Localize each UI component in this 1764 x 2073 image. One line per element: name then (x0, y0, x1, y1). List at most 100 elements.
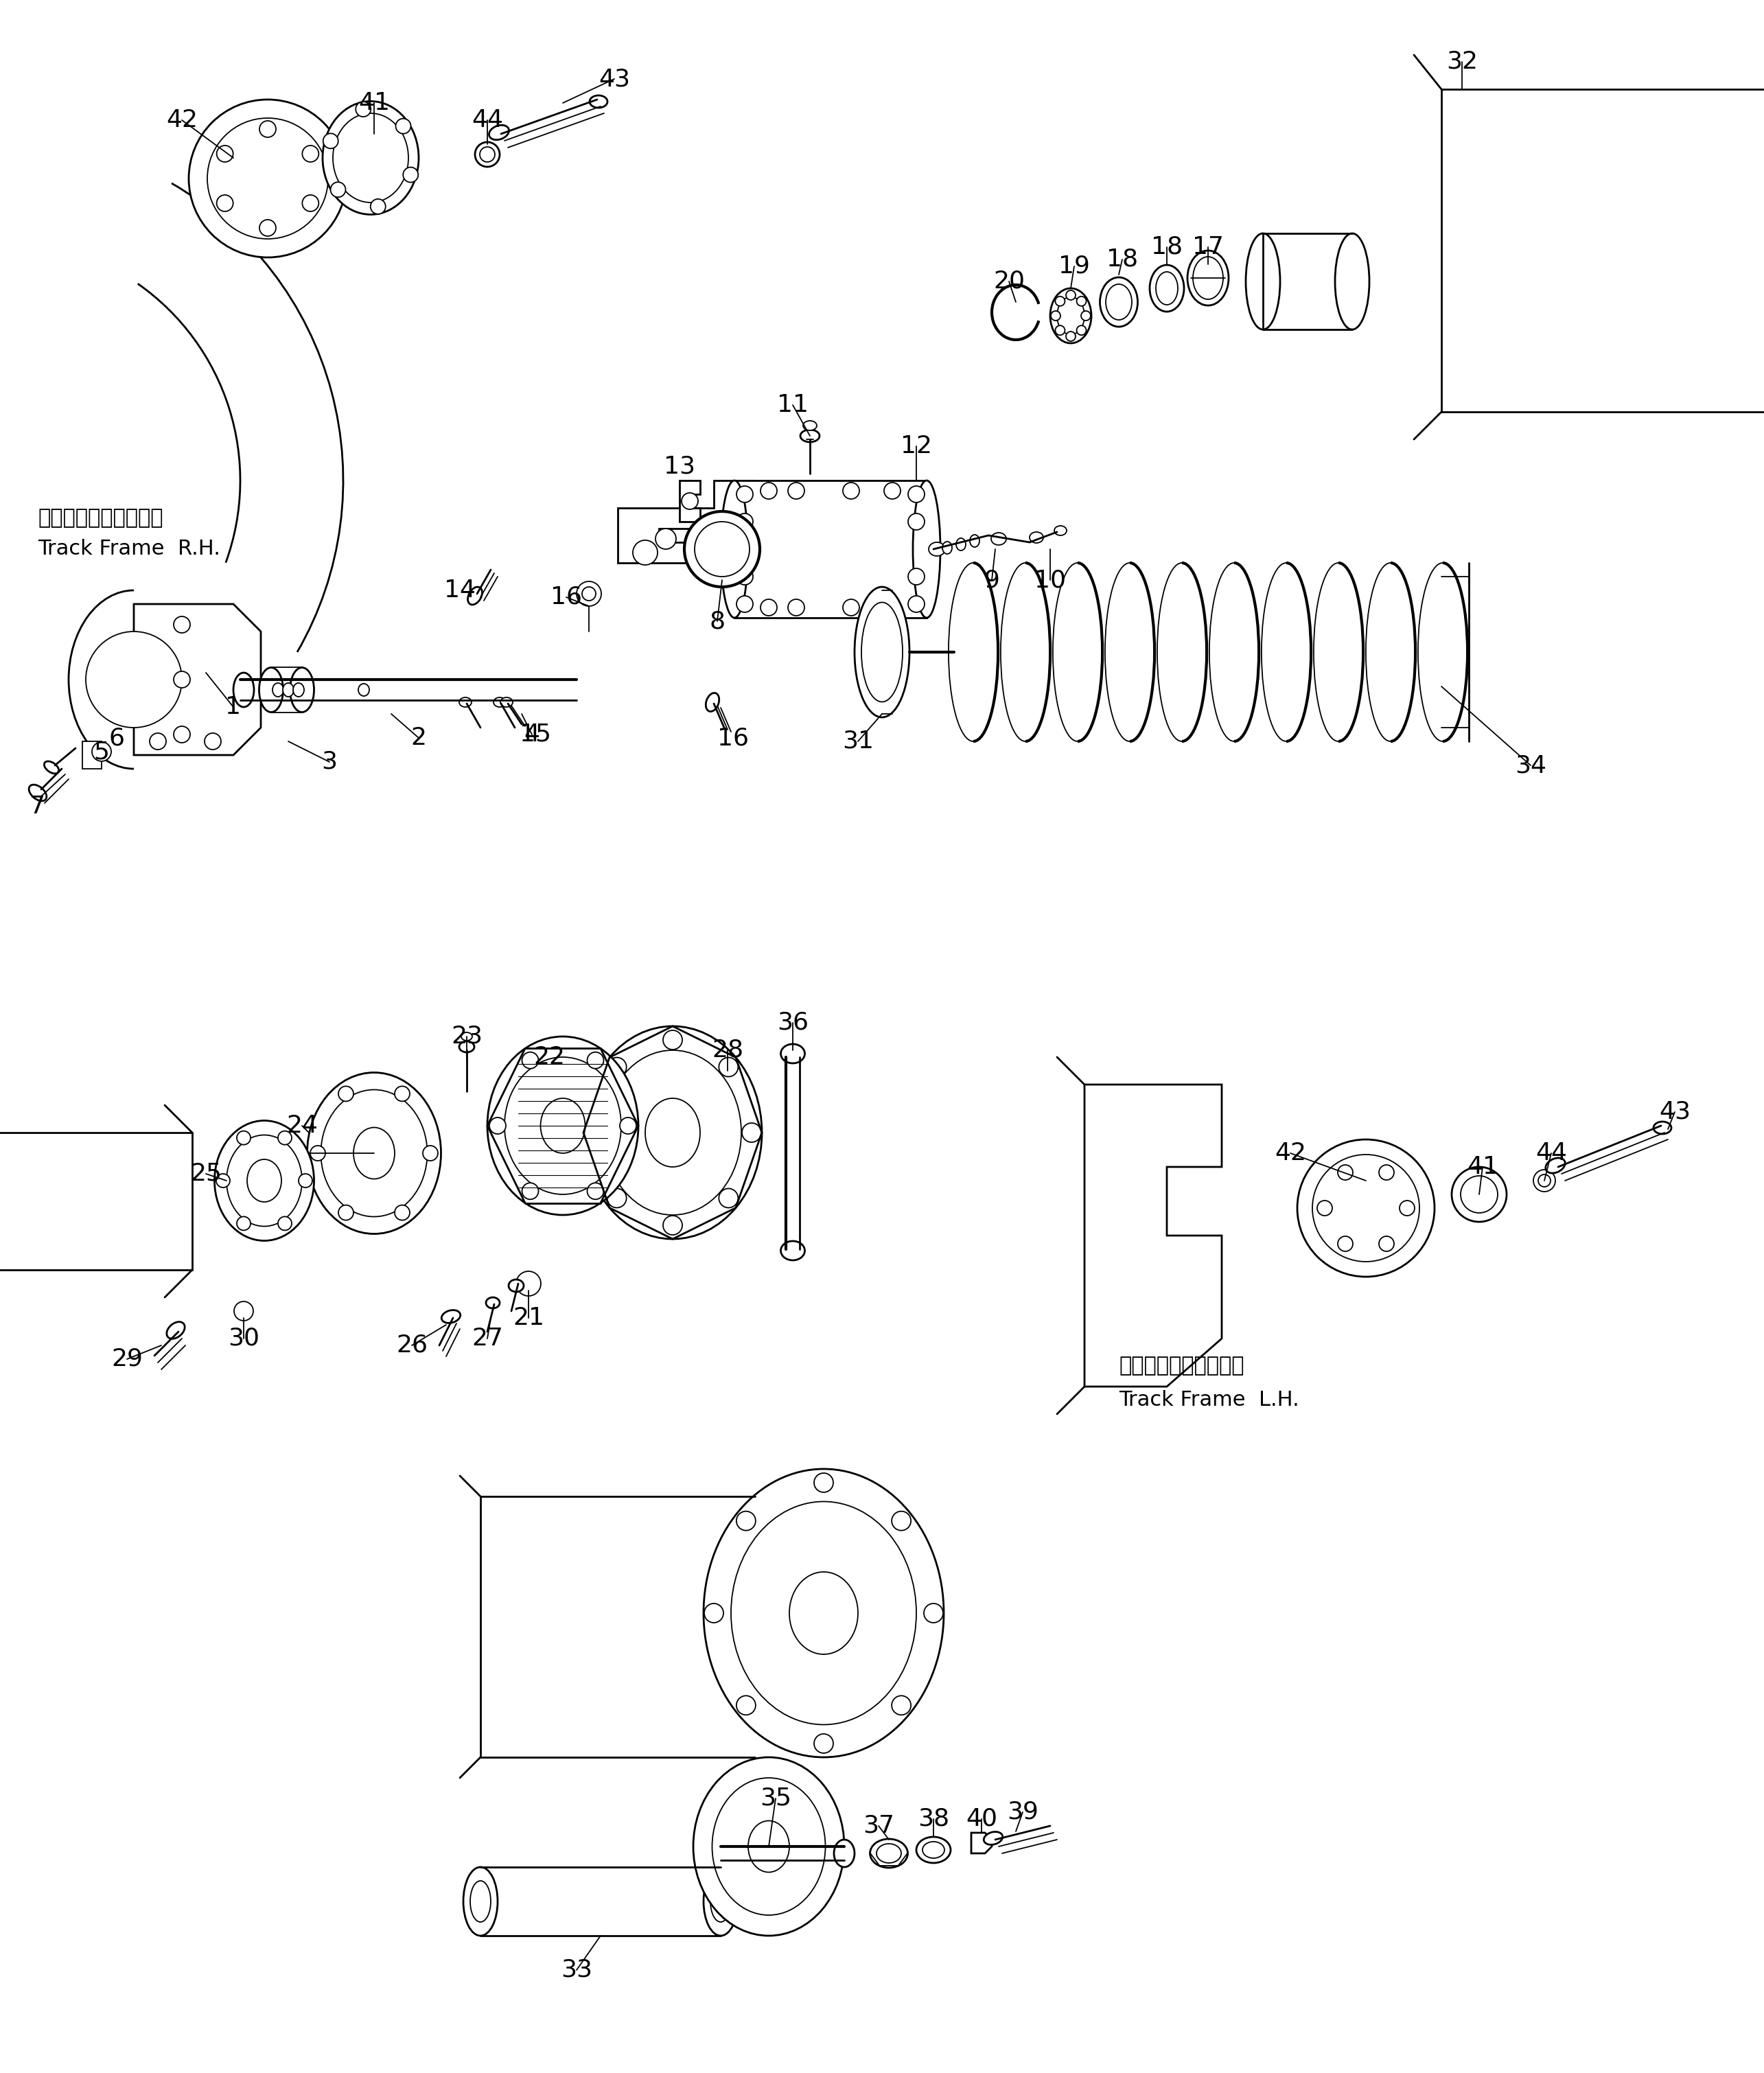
Text: 4: 4 (524, 723, 540, 746)
Bar (734, 481, 926, 618)
Circle shape (395, 1086, 409, 1101)
Text: 25: 25 (191, 1163, 222, 1186)
Ellipse shape (748, 1820, 789, 1872)
Circle shape (737, 595, 753, 612)
Text: 27: 27 (471, 1327, 503, 1350)
Ellipse shape (704, 1470, 944, 1758)
Circle shape (760, 483, 776, 500)
Text: 26: 26 (397, 1333, 427, 1358)
Circle shape (475, 143, 499, 166)
Circle shape (1337, 1236, 1353, 1252)
Circle shape (1055, 296, 1065, 307)
Text: 17: 17 (1192, 236, 1224, 259)
Ellipse shape (471, 1880, 490, 1922)
Text: 20: 20 (993, 269, 1025, 292)
Circle shape (908, 595, 924, 612)
Text: 1: 1 (226, 694, 242, 719)
Circle shape (1461, 1175, 1498, 1213)
Text: 16: 16 (718, 726, 750, 750)
Circle shape (789, 599, 804, 616)
Text: Track Frame  L.H.: Track Frame L.H. (1118, 1391, 1298, 1410)
Circle shape (1318, 1200, 1332, 1215)
Circle shape (1055, 325, 1065, 336)
Ellipse shape (494, 697, 506, 707)
Ellipse shape (459, 697, 471, 707)
Circle shape (339, 1204, 353, 1221)
Circle shape (619, 1117, 637, 1134)
Circle shape (480, 147, 496, 162)
Circle shape (587, 1184, 603, 1200)
Circle shape (298, 1173, 312, 1188)
Ellipse shape (1545, 1159, 1565, 1173)
Circle shape (681, 493, 699, 510)
Ellipse shape (28, 786, 46, 800)
Ellipse shape (1150, 265, 1184, 311)
Text: 14: 14 (445, 578, 476, 601)
Circle shape (884, 483, 901, 500)
Circle shape (517, 1271, 542, 1296)
Text: トラックフレーム　左: トラックフレーム 左 (1118, 1356, 1244, 1376)
Ellipse shape (923, 1841, 944, 1857)
Circle shape (587, 1053, 603, 1068)
Circle shape (584, 1124, 603, 1142)
Ellipse shape (589, 95, 607, 108)
Ellipse shape (1155, 272, 1178, 305)
Text: 18: 18 (1106, 249, 1138, 272)
Circle shape (279, 1132, 291, 1144)
Ellipse shape (166, 1323, 185, 1339)
Text: 10: 10 (1034, 568, 1065, 591)
Ellipse shape (1106, 284, 1132, 319)
Ellipse shape (928, 543, 946, 556)
Circle shape (404, 168, 418, 182)
Ellipse shape (215, 1121, 314, 1242)
Text: 11: 11 (776, 394, 808, 417)
Circle shape (1533, 1169, 1556, 1192)
Ellipse shape (487, 1036, 639, 1215)
Ellipse shape (1192, 257, 1222, 299)
Ellipse shape (1050, 288, 1092, 344)
Circle shape (884, 599, 901, 616)
Text: 35: 35 (760, 1787, 792, 1810)
Ellipse shape (730, 1501, 916, 1725)
Ellipse shape (508, 1279, 524, 1291)
Ellipse shape (704, 1868, 737, 1936)
Circle shape (656, 529, 676, 549)
Circle shape (813, 1733, 833, 1754)
Circle shape (1312, 1155, 1420, 1262)
Circle shape (173, 616, 191, 632)
Circle shape (356, 102, 370, 116)
Circle shape (1399, 1200, 1415, 1215)
Circle shape (582, 587, 596, 601)
Ellipse shape (801, 429, 820, 442)
Polygon shape (1085, 1084, 1222, 1387)
Circle shape (843, 599, 859, 616)
Circle shape (189, 100, 346, 257)
Polygon shape (679, 481, 700, 522)
Ellipse shape (781, 1242, 804, 1260)
Ellipse shape (501, 697, 513, 707)
Text: 30: 30 (228, 1327, 259, 1350)
Polygon shape (617, 481, 755, 564)
Ellipse shape (834, 1839, 854, 1868)
Text: 19: 19 (1058, 255, 1090, 278)
Circle shape (736, 1511, 755, 1530)
Text: 8: 8 (709, 609, 725, 632)
Text: 5: 5 (93, 740, 109, 763)
Text: 21: 21 (513, 1306, 545, 1329)
Ellipse shape (603, 1051, 741, 1215)
Circle shape (908, 485, 924, 502)
Circle shape (737, 485, 753, 502)
Circle shape (908, 568, 924, 585)
Circle shape (1051, 311, 1060, 321)
Circle shape (737, 514, 753, 531)
Circle shape (1538, 1175, 1551, 1188)
Circle shape (743, 1124, 762, 1142)
Ellipse shape (1187, 251, 1228, 305)
Ellipse shape (706, 692, 720, 711)
Ellipse shape (1335, 234, 1369, 330)
Ellipse shape (984, 1833, 1002, 1845)
Ellipse shape (1653, 1121, 1671, 1134)
Ellipse shape (307, 1072, 441, 1233)
Text: 28: 28 (711, 1039, 743, 1061)
Ellipse shape (540, 1099, 586, 1153)
